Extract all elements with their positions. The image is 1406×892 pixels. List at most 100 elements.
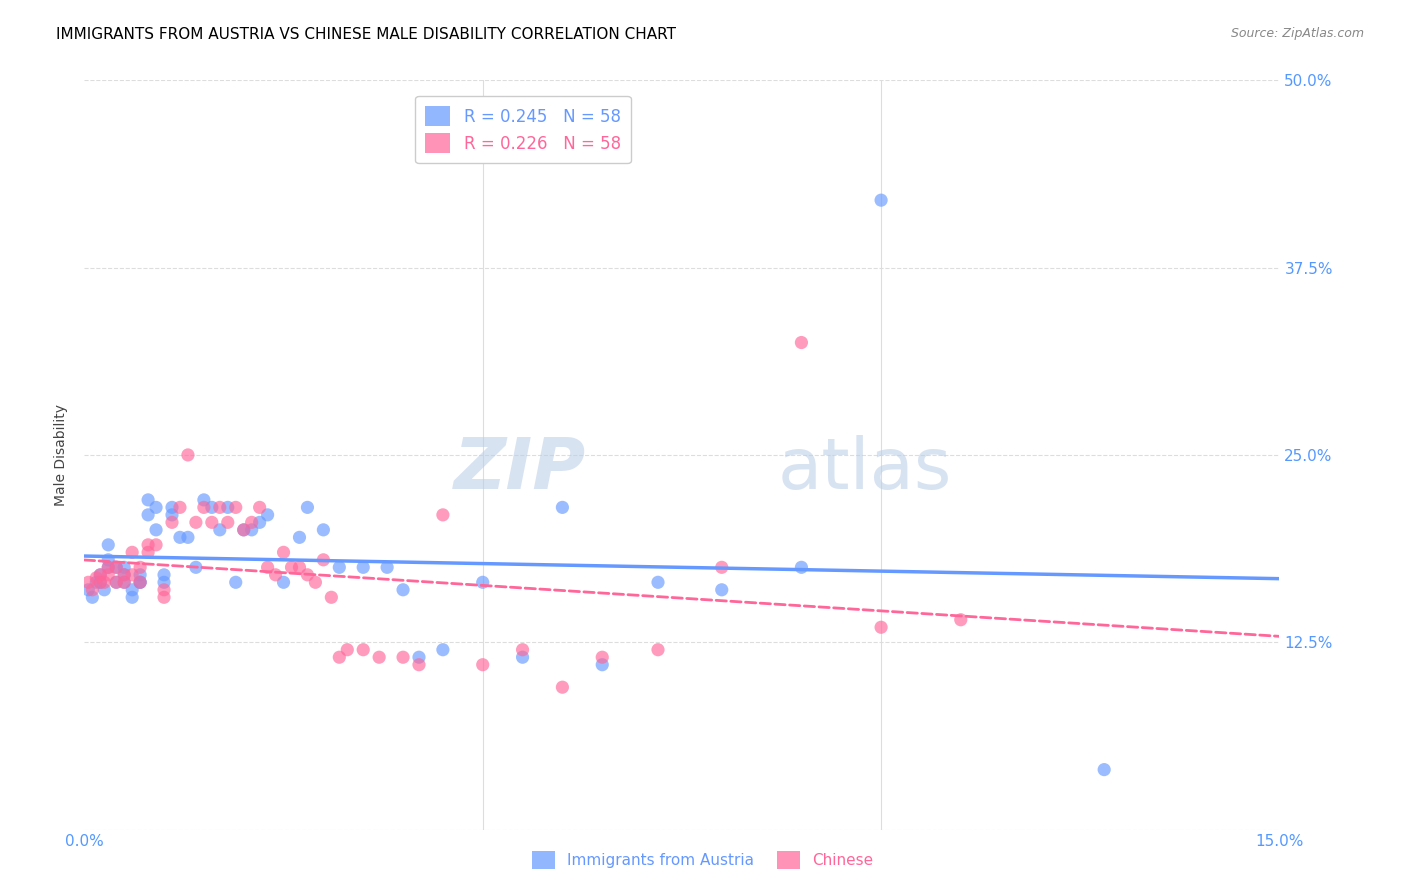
Point <box>368 650 391 665</box>
Point <box>82 591 104 605</box>
Point <box>86 575 108 590</box>
Point <box>240 523 263 537</box>
Legend: R = 0.245   N = 58, R = 0.226   N = 58: R = 0.245 N = 58, R = 0.226 N = 58 <box>415 96 631 163</box>
Text: atlas: atlas <box>778 435 952 504</box>
Point <box>153 591 176 605</box>
Point <box>129 575 152 590</box>
Point <box>129 560 152 574</box>
Point <box>256 508 278 522</box>
Point <box>136 508 159 522</box>
Point <box>184 516 207 530</box>
Point <box>160 500 183 515</box>
Point <box>201 500 224 515</box>
Point <box>136 545 159 559</box>
Point <box>121 582 143 597</box>
Point <box>328 560 350 574</box>
Point <box>112 575 135 590</box>
Point <box>136 492 159 507</box>
Point <box>790 560 813 574</box>
Point <box>471 575 494 590</box>
Point <box>112 575 135 590</box>
Point <box>647 575 669 590</box>
Point <box>249 500 271 515</box>
Point <box>432 642 454 657</box>
Text: IMMIGRANTS FROM AUSTRIA VS CHINESE MALE DISABILITY CORRELATION CHART: IMMIGRANTS FROM AUSTRIA VS CHINESE MALE … <box>56 27 676 42</box>
Point <box>949 613 972 627</box>
Point <box>105 575 128 590</box>
Point <box>121 567 143 582</box>
Point <box>177 530 200 544</box>
Point <box>256 560 278 574</box>
Point <box>105 575 128 590</box>
Point <box>280 560 302 574</box>
Point <box>408 650 430 665</box>
Point <box>375 560 398 574</box>
Point <box>97 560 120 574</box>
Legend: Immigrants from Austria, Chinese: Immigrants from Austria, Chinese <box>526 845 880 875</box>
Point <box>145 538 167 552</box>
Point <box>129 575 152 590</box>
Point <box>160 516 183 530</box>
Point <box>208 523 231 537</box>
Point <box>121 591 143 605</box>
Point <box>129 575 152 590</box>
Point <box>89 575 111 590</box>
Point <box>321 591 343 605</box>
Point <box>297 567 319 582</box>
Point <box>153 567 176 582</box>
Point <box>184 560 207 574</box>
Point <box>225 575 247 590</box>
Point <box>392 650 415 665</box>
Point <box>551 680 574 694</box>
Point <box>471 657 494 672</box>
Point <box>710 582 733 597</box>
Point <box>408 657 430 672</box>
Point <box>97 560 120 574</box>
Point <box>112 567 135 582</box>
Point <box>870 620 893 634</box>
Point <box>93 575 115 590</box>
Point <box>297 500 319 515</box>
Point <box>169 530 191 544</box>
Point <box>208 500 231 515</box>
Point <box>217 500 239 515</box>
Point <box>512 642 534 657</box>
Point <box>870 193 893 207</box>
Point <box>77 582 100 597</box>
Point <box>328 650 350 665</box>
Point <box>86 571 108 585</box>
Point <box>97 553 120 567</box>
Point <box>392 582 415 597</box>
Point <box>169 500 191 515</box>
Point <box>89 567 111 582</box>
Point <box>352 642 374 657</box>
Point <box>77 575 100 590</box>
Point <box>121 545 143 559</box>
Point <box>1092 763 1115 777</box>
Point <box>591 657 613 672</box>
Text: Source: ZipAtlas.com: Source: ZipAtlas.com <box>1230 27 1364 40</box>
Point <box>89 575 111 590</box>
Point <box>432 508 454 522</box>
Point <box>710 560 733 574</box>
Point <box>225 500 247 515</box>
Point <box>264 567 287 582</box>
Point <box>240 516 263 530</box>
Point <box>153 582 176 597</box>
Point <box>97 538 120 552</box>
Point <box>145 523 167 537</box>
Point <box>112 560 135 574</box>
Point <box>288 530 311 544</box>
Point <box>145 500 167 515</box>
Point <box>232 523 254 537</box>
Point <box>352 560 374 574</box>
Point <box>790 335 813 350</box>
Point <box>288 560 311 574</box>
Point <box>312 523 335 537</box>
Point <box>105 560 128 574</box>
Point <box>93 582 115 597</box>
Point <box>232 523 254 537</box>
Point <box>273 575 295 590</box>
Point <box>249 516 271 530</box>
Point <box>193 500 215 515</box>
